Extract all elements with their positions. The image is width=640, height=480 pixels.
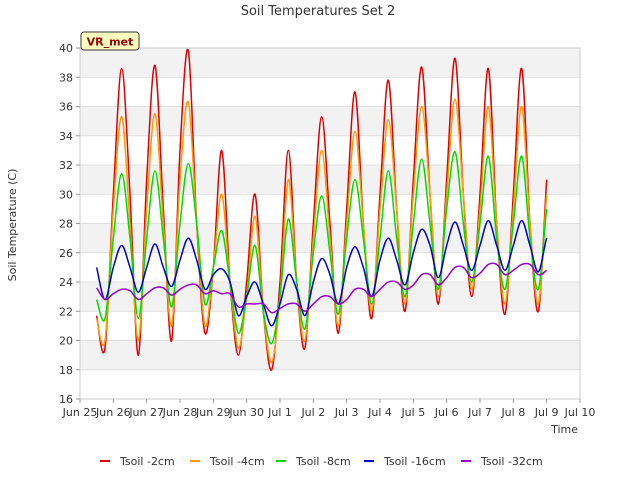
y-tick-label: 38 bbox=[59, 71, 73, 84]
x-tick-label: Jul 8 bbox=[500, 406, 525, 419]
plot-band bbox=[80, 48, 580, 78]
chart-title: Soil Temperatures Set 2 bbox=[241, 4, 396, 19]
x-tick-label: Jul 4 bbox=[367, 406, 392, 419]
legend-label: Tsoil -8cm bbox=[295, 455, 351, 468]
x-tick-label: Jun 26 bbox=[95, 406, 131, 419]
series-line-4 bbox=[95, 219, 548, 327]
y-axis-ticks: 16 18 20 22 24 26 28 30 32 34 36 38 40 bbox=[59, 42, 80, 406]
x-tick-label: Jul 6 bbox=[434, 406, 459, 419]
legend-item: Tsoil -4cm bbox=[190, 455, 265, 468]
x-tick-label: Jul 2 bbox=[300, 406, 325, 419]
x-tick-label: Jul 10 bbox=[564, 406, 596, 419]
legend-item: Tsoil -32cm bbox=[461, 455, 543, 468]
y-tick-label: 28 bbox=[59, 218, 73, 231]
station-badge-label: VR_met bbox=[87, 36, 134, 49]
legend-label: Tsoil -32cm bbox=[480, 455, 543, 468]
x-tick-label: Jun 29 bbox=[195, 406, 231, 419]
x-tick-label: Jun 30 bbox=[228, 406, 264, 419]
y-tick-label: 34 bbox=[59, 130, 73, 143]
y-tick-label: 36 bbox=[59, 101, 73, 114]
legend-label: Tsoil -4cm bbox=[209, 455, 265, 468]
legend-item: Tsoil -2cm bbox=[100, 455, 175, 468]
station-badge: VR_met bbox=[80, 31, 140, 51]
series-line-3 bbox=[95, 151, 548, 345]
plot-band bbox=[80, 77, 580, 107]
plot-band bbox=[80, 369, 580, 399]
y-tick-label: 24 bbox=[59, 276, 73, 289]
x-tick-label: Jun 27 bbox=[128, 406, 164, 419]
x-tick-label: Jul 9 bbox=[534, 406, 559, 419]
legend-item: Tsoil -16cm bbox=[364, 455, 446, 468]
y-tick-label: 20 bbox=[59, 335, 73, 348]
x-tick-label: Jul 7 bbox=[467, 406, 492, 419]
y-tick-label: 40 bbox=[59, 42, 73, 55]
y-axis-label: Soil Temperature (C) bbox=[6, 169, 19, 282]
plot-band bbox=[80, 311, 580, 341]
x-axis-label: Time bbox=[550, 423, 578, 436]
y-tick-label: 22 bbox=[59, 305, 73, 318]
y-tick-label: 16 bbox=[59, 393, 73, 406]
legend-label: Tsoil -16cm bbox=[383, 455, 446, 468]
x-tick-label: Jun 28 bbox=[162, 406, 198, 419]
legend: Tsoil -2cm Tsoil -4cm Tsoil -8cm Tsoil -16c… bbox=[100, 455, 543, 468]
series-line-2 bbox=[95, 98, 548, 364]
series-line-5 bbox=[96, 262, 548, 314]
x-tick-label: Jul 3 bbox=[334, 406, 359, 419]
x-tick-label: Jun 25 bbox=[62, 406, 98, 419]
y-tick-label: 18 bbox=[59, 364, 73, 377]
legend-item: Tsoil -8cm bbox=[276, 455, 351, 468]
plot-band bbox=[80, 106, 580, 136]
plot-band bbox=[80, 165, 580, 195]
y-tick-label: 26 bbox=[59, 247, 73, 260]
series-lines bbox=[95, 48, 548, 371]
x-tick-label: Jul 5 bbox=[400, 406, 425, 419]
plot-band bbox=[80, 340, 580, 370]
plot-band bbox=[80, 135, 580, 165]
legend-label: Tsoil -2cm bbox=[119, 455, 175, 468]
x-tick-label: Jul 1 bbox=[267, 406, 292, 419]
y-tick-label: 30 bbox=[59, 188, 73, 201]
y-tick-label: 32 bbox=[59, 159, 73, 172]
